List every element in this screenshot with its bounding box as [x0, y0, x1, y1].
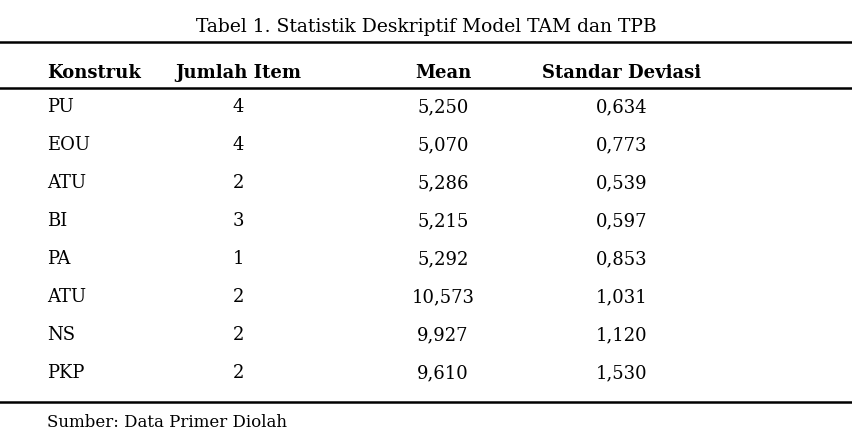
- Text: 3: 3: [233, 212, 245, 230]
- Text: PU: PU: [47, 98, 74, 116]
- Text: PKP: PKP: [47, 364, 84, 382]
- Text: 2: 2: [233, 326, 245, 344]
- Text: 10,573: 10,573: [412, 288, 475, 306]
- Text: NS: NS: [47, 326, 75, 344]
- Text: ATU: ATU: [47, 174, 86, 192]
- Text: 9,927: 9,927: [417, 326, 469, 344]
- Text: 2: 2: [233, 174, 245, 192]
- Text: 0,773: 0,773: [596, 136, 648, 154]
- Text: 9,610: 9,610: [417, 364, 469, 382]
- Text: 1,031: 1,031: [596, 288, 648, 306]
- Text: 4: 4: [233, 98, 245, 116]
- Text: 5,070: 5,070: [417, 136, 469, 154]
- Text: 1,120: 1,120: [596, 326, 648, 344]
- Text: BI: BI: [47, 212, 67, 230]
- Text: 5,215: 5,215: [417, 212, 469, 230]
- Text: Sumber: Data Primer Diolah: Sumber: Data Primer Diolah: [47, 414, 287, 431]
- Text: EOU: EOU: [47, 136, 90, 154]
- Text: 0,634: 0,634: [596, 98, 648, 116]
- Text: 0,853: 0,853: [596, 250, 648, 268]
- Text: 5,286: 5,286: [417, 174, 469, 192]
- Text: 1: 1: [233, 250, 245, 268]
- Text: Mean: Mean: [415, 64, 471, 82]
- Text: 5,250: 5,250: [417, 98, 469, 116]
- Text: PA: PA: [47, 250, 70, 268]
- Text: ATU: ATU: [47, 288, 86, 306]
- Text: Standar Deviasi: Standar Deviasi: [543, 64, 701, 82]
- Text: Tabel 1. Statistik Deskriptif Model TAM dan TPB: Tabel 1. Statistik Deskriptif Model TAM …: [196, 18, 656, 36]
- Text: 2: 2: [233, 364, 245, 382]
- Text: 2: 2: [233, 288, 245, 306]
- Text: 0,597: 0,597: [596, 212, 648, 230]
- Text: Jumlah Item: Jumlah Item: [176, 64, 302, 82]
- Text: 1,530: 1,530: [596, 364, 648, 382]
- Text: 0,539: 0,539: [596, 174, 648, 192]
- Text: 4: 4: [233, 136, 245, 154]
- Text: Konstruk: Konstruk: [47, 64, 141, 82]
- Text: 5,292: 5,292: [417, 250, 469, 268]
